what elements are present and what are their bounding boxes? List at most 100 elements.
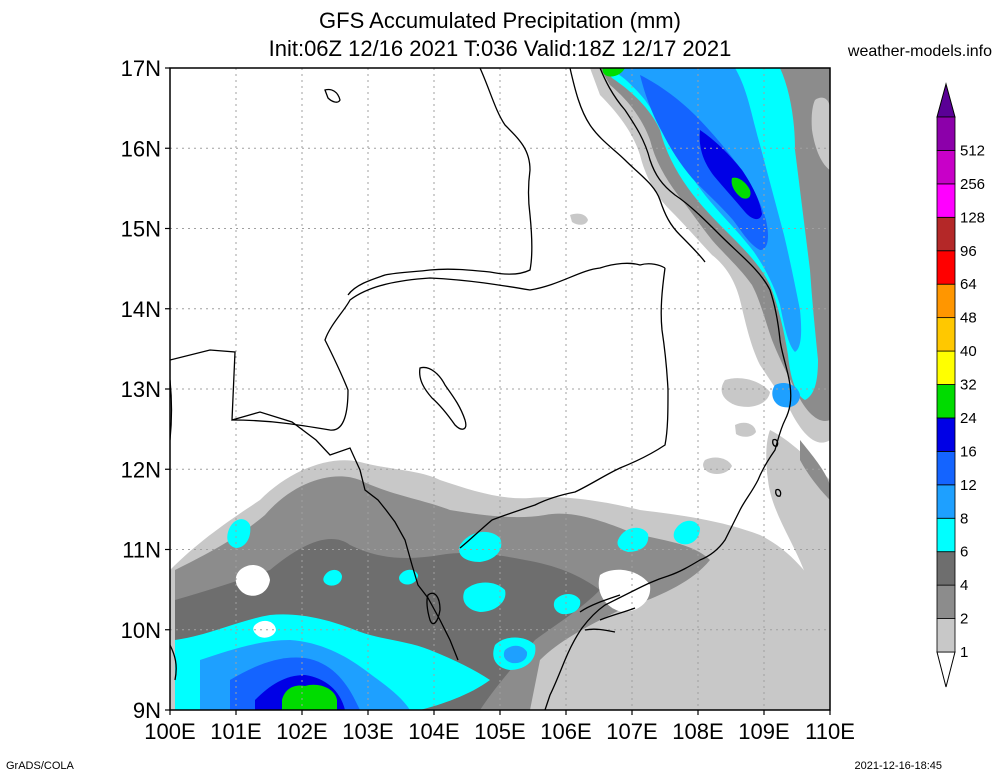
island-phu-quoc [426, 592, 441, 625]
precip-cell-cyan-4 [673, 520, 700, 545]
x-tick-label: 103E [342, 719, 393, 744]
y-tick-label: 9N [133, 698, 161, 723]
colorbar-swatch [936, 250, 956, 285]
coastline-thailand-east [170, 349, 459, 661]
island-north-small [324, 88, 341, 103]
footer-software: GrADS/COLA [6, 760, 74, 772]
colorbar-arrow-bottom [936, 651, 956, 688]
colorbar-label: 1 [960, 644, 968, 661]
x-tick-label: 101E [210, 719, 261, 744]
precip-area-lowcoast [772, 383, 800, 408]
colorbar-label: 96 [960, 243, 977, 260]
x-tick-label: 104E [408, 719, 459, 744]
x-tick-label: 106E [540, 719, 591, 744]
colorbar-label: 48 [960, 310, 977, 327]
colorbar-label: 256 [960, 176, 985, 193]
precip-area-6mm-ne [612, 68, 802, 352]
precip-cell-cyan-5 [463, 582, 506, 612]
precip-area-1mm-small2 [703, 457, 732, 474]
chart-subtitle: Init:06Z 12/16 2021 T:036 Valid:18Z 12/1… [268, 36, 732, 61]
colorbar-label: 24 [960, 410, 977, 427]
precip-area-16mm-ne [731, 177, 751, 199]
precip-cell-cyan-9 [323, 569, 342, 586]
precip-area-1mm-small1 [570, 213, 588, 225]
colorbar-label: 64 [960, 276, 977, 293]
colorbar-swatch [936, 618, 956, 653]
colorbar-swatch [936, 551, 956, 586]
colorbar-label: 6 [960, 544, 968, 561]
colorbar-label: 40 [960, 343, 977, 360]
colorbar-swatch [936, 350, 956, 385]
y-tick-label: 10N [121, 618, 161, 643]
y-tick-label: 11N [122, 538, 161, 563]
coastline-mekong-delta [579, 594, 636, 633]
precip-gap-3 [253, 620, 276, 638]
precip-area-16mm-ne-top [602, 68, 625, 77]
colorbar-swatch [936, 317, 956, 352]
y-tick-label: 14N [121, 297, 161, 322]
colorbar-swatch [936, 417, 956, 452]
island-vn-2 [775, 488, 782, 497]
precip-area-1mm-inland [721, 378, 770, 407]
colorbar-label: 32 [960, 377, 977, 394]
precip-area-8mm-ne [640, 75, 768, 250]
border-thailand-cambodia [231, 262, 666, 431]
colorbar-arrow-top [936, 82, 956, 118]
colorbar-swatch [936, 216, 956, 252]
y-tick-label: 12N [121, 457, 161, 482]
y-tick-label: 13N [121, 377, 161, 402]
precip-area-2mm-e [800, 440, 830, 500]
colorbar-swatch [936, 150, 956, 185]
footer-timestamp: 2021-12-16-18:45 [854, 760, 942, 772]
y-tick-label: 16N [121, 136, 161, 161]
site-credit: weather-models.info [847, 43, 992, 60]
colorbar-swatch [936, 517, 956, 553]
coastline-sw-tip [170, 644, 177, 681]
precip-area-1mm-e [766, 430, 830, 710]
colorbar-label: 4 [960, 577, 968, 594]
y-axis-ticks: 9N 10N 11N 12N 13N 14N 15N 16N 17N [121, 56, 170, 723]
precip-cell-blue-7 [503, 645, 528, 664]
precip-cell-cyan-1 [227, 519, 251, 548]
x-tick-label: 102E [276, 719, 327, 744]
x-tick-label: 110E [805, 719, 855, 744]
precip-cell-cyan-3 [617, 527, 649, 552]
x-axis-ticks: 100E 101E 102E 103E 104E 105E 106E 107E 108E 109E… [144, 710, 855, 744]
colorbar-swatch [936, 484, 956, 519]
chart-title: GFS Accumulated Precipitation (mm) [319, 8, 681, 33]
x-tick-label: 108E [672, 719, 723, 744]
x-tick-label: 105E [474, 719, 525, 744]
colorbar-label: 8 [960, 510, 968, 527]
colorbar-swatch [936, 584, 956, 619]
border-laos-vietnam [569, 68, 706, 263]
precip-area-1mm-small3 [735, 422, 756, 437]
precip-area-4mm-ne [605, 68, 818, 400]
colorbar-label: 16 [960, 443, 977, 460]
border-laos-north [347, 68, 533, 296]
precip-area-24mm-sw [282, 684, 337, 710]
island-vn-1 [772, 438, 779, 447]
colorbar-label: 2 [960, 611, 968, 628]
x-tick-label: 107E [606, 719, 657, 744]
graticule [170, 68, 830, 710]
precip-gap-1 [235, 565, 270, 596]
x-tick-label: 109E [738, 719, 789, 744]
mekong-lake [419, 366, 467, 430]
coastline-vietnam-east [544, 68, 792, 710]
x-tick-label: 100E [144, 719, 195, 744]
colorbar-swatch [936, 283, 956, 319]
colorbar-swatch [936, 384, 956, 419]
colorbar-swatch [936, 450, 956, 486]
precip-area-1mm-edge [811, 97, 830, 170]
y-tick-label: 15N [121, 217, 161, 242]
border-cambodia-vietnam [459, 267, 669, 549]
colorbar-label: 12 [960, 477, 977, 494]
y-tick-label: 17N [121, 56, 161, 81]
colorbar-label: 128 [960, 209, 985, 226]
colorbar-label: 512 [960, 142, 985, 159]
precip-cell-cyan-8 [399, 569, 418, 585]
coastlines-borders [170, 68, 792, 710]
colorbar-swatch [936, 183, 956, 218]
